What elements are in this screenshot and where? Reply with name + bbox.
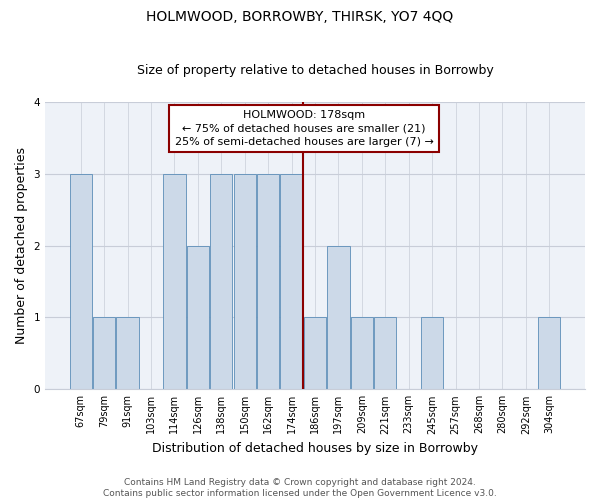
- Text: HOLMWOOD: 178sqm
← 75% of detached houses are smaller (21)
25% of semi-detached : HOLMWOOD: 178sqm ← 75% of detached house…: [175, 110, 434, 147]
- Bar: [163, 174, 185, 390]
- Bar: [257, 174, 279, 390]
- Y-axis label: Number of detached properties: Number of detached properties: [15, 147, 28, 344]
- Bar: [210, 174, 232, 390]
- Bar: [421, 318, 443, 390]
- Bar: [328, 246, 350, 390]
- Bar: [187, 246, 209, 390]
- Bar: [374, 318, 397, 390]
- Bar: [116, 318, 139, 390]
- Bar: [538, 318, 560, 390]
- Bar: [93, 318, 115, 390]
- Text: HOLMWOOD, BORROWBY, THIRSK, YO7 4QQ: HOLMWOOD, BORROWBY, THIRSK, YO7 4QQ: [146, 10, 454, 24]
- Bar: [351, 318, 373, 390]
- Text: Contains HM Land Registry data © Crown copyright and database right 2024.
Contai: Contains HM Land Registry data © Crown c…: [103, 478, 497, 498]
- Bar: [233, 174, 256, 390]
- Bar: [70, 174, 92, 390]
- Bar: [304, 318, 326, 390]
- Title: Size of property relative to detached houses in Borrowby: Size of property relative to detached ho…: [137, 64, 493, 77]
- X-axis label: Distribution of detached houses by size in Borrowby: Distribution of detached houses by size …: [152, 442, 478, 455]
- Bar: [280, 174, 303, 390]
